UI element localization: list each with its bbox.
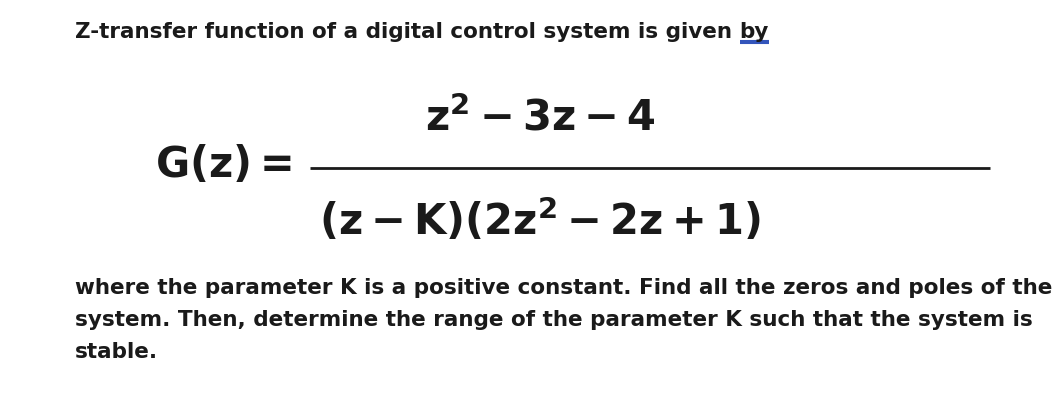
Text: $\mathbf{G(z) =}$: $\mathbf{G(z) =}$ bbox=[155, 144, 292, 186]
Text: $\mathbf{(z - K)(2z^2 - 2z + 1)}$: $\mathbf{(z - K)(2z^2 - 2z + 1)}$ bbox=[319, 196, 761, 244]
Text: stable.: stable. bbox=[75, 342, 158, 362]
Text: Z-transfer function of a digital control system is given: Z-transfer function of a digital control… bbox=[75, 22, 740, 42]
Text: by: by bbox=[740, 22, 768, 42]
Text: $\mathbf{z^2 - 3z - 4}$: $\mathbf{z^2 - 3z - 4}$ bbox=[425, 97, 656, 139]
Text: where the parameter K is a positive constant. Find all the zeros and poles of th: where the parameter K is a positive cons… bbox=[75, 278, 1052, 298]
Text: system. Then, determine the range of the parameter K such that the system is: system. Then, determine the range of the… bbox=[75, 310, 1033, 330]
